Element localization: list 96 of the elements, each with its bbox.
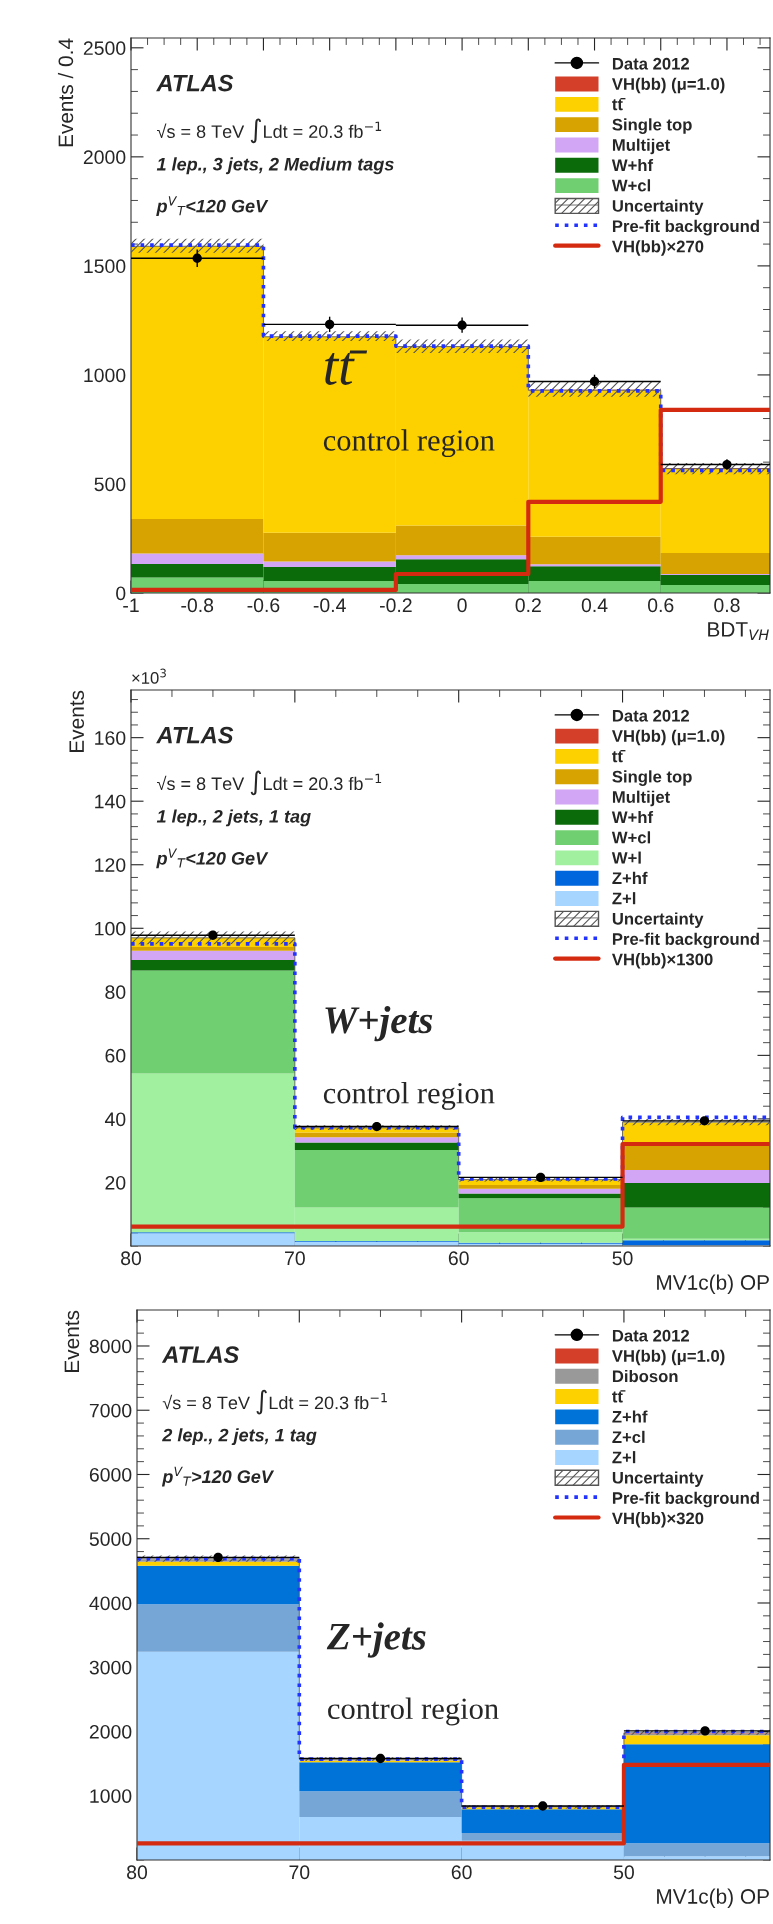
legend-label: VH(bb)×320 [611,1512,704,1528]
y-axis-title: Events [69,690,85,752]
y-tick-label: 500 [94,477,126,492]
y-tick-label: 3000 [89,1660,132,1675]
annotation: √s = 8 TeV ∫Ldt = 20.3 fb$^{−1}$ [162,1389,387,1415]
annotation: p$^{V}$$_{T}$<120 GeV [156,196,269,217]
legend-label: tt̄ [612,1390,626,1403]
legend-label: Z+l [612,892,636,905]
y-tick-label: 20 [105,1175,126,1190]
annotation: ATLAS [156,726,234,744]
legend-label: Uncertainty [612,912,704,928]
legend-label: Data 2012 [612,1329,690,1342]
annotation: control region [323,1081,495,1110]
x-tick-label: 0.2 [515,598,541,613]
legend-label: W+hf [611,810,654,824]
x-tick-label: 80 [121,1251,142,1266]
annotation: √s = 8 TeV ∫Ldt = 20.3 fb$^{−1}$ [157,118,382,144]
legend-label: VH(bb) (μ=1.0) [611,77,725,94]
annotation: Z+jets [326,1622,426,1658]
y-tick-label: 1500 [84,259,126,274]
x-tick-label: 60 [448,1251,469,1266]
y-axis-title: Events [64,1310,80,1372]
x-tick-label: 60 [451,1865,472,1880]
annotation: p$^{V}$$_{T}$>120 GeV [161,1466,275,1487]
y-tick-label: 100 [95,921,126,936]
text: ×10$^{3}$ [132,668,166,684]
legend-label: VH(bb) (μ=1.0) [611,1349,725,1366]
legend-label: Z+l [612,1451,636,1464]
annotation: control region [323,429,495,458]
legend-label: Multijet [612,790,670,807]
legend-label: VH(bb)×1300 [611,953,713,969]
y-axis-title: Events / 0.4 [57,38,74,147]
legend-label: tt̄ [612,98,626,111]
x-tick-label: 70 [285,1251,305,1266]
annotation: p$^{V}$$_{T}$<120 GeV [156,848,269,869]
x-axis-title: MV1c(b) OP [657,1888,769,1908]
x-tick-label: 70 [289,1865,310,1880]
legend-label: Z+hf [612,1410,648,1423]
y-tick-label: 2000 [83,150,126,165]
y-tick-label: 2500 [83,41,126,56]
x-tick-label: -0.2 [379,598,412,613]
x-axis-title: BDT$_{VH}$ [708,622,769,641]
x-tick-label: 50 [613,1865,634,1880]
legend-label: Uncertainty [612,1471,704,1487]
legend-label: tt̄ [612,750,626,763]
y-tick-label: 2000 [89,1724,132,1739]
legend-label: W+cl [611,831,651,844]
x-tick-label: 0.6 [647,598,674,613]
legend-label: W+l [611,851,641,864]
y-tick-label: 4000 [89,1596,132,1611]
x-tick-label: -0.8 [181,598,214,613]
y-tick-label: 1000 [84,368,126,383]
x-tick-label: -0.6 [247,598,280,613]
legend-label: Data 2012 [612,709,690,722]
annotation: control region [328,1697,499,1726]
x-tick-label: 0 [457,598,467,613]
annotation: ATLAS [156,74,234,92]
legend-label: W+hf [611,158,654,172]
legend-label: VH(bb)×270 [611,240,704,256]
y-tick-label: 80 [105,985,126,1000]
y-tick-label: 7000 [89,1403,132,1418]
legend-label: W+cl [611,179,651,192]
legend-label: Z+cl [612,1430,645,1444]
annotation: 1 lep., 2 jets, 1 tag [156,809,311,827]
x-tick-label: 0.4 [581,598,608,613]
x-tick-label: 80 [127,1865,148,1880]
legend-label: Pre-fit background [612,1491,759,1508]
legend-label: Pre-fit background [612,219,759,236]
x-tick-label: 50 [612,1251,633,1266]
x-tick-label: -0.4 [313,598,346,613]
annotation: tt̄ [325,350,368,385]
y-tick-label: 60 [105,1048,126,1063]
legend-label: Single top [612,118,692,134]
annotation: W+jets [325,1005,433,1042]
x-tick-label: 0.8 [714,598,740,613]
legend-label: Z+hf [612,871,648,884]
y-tick-label: 120 [95,858,126,872]
legend-label: Data 2012 [612,57,690,70]
annotation: 1 lep., 3 jets, 2 Medium tags [156,157,394,175]
legend-label: VH(bb) (μ=1.0) [611,729,725,746]
y-tick-label: 8000 [89,1339,132,1354]
legend-label: Multijet [612,138,670,155]
y-tick-label: 5000 [89,1532,132,1546]
annotation: √s = 8 TeV ∫Ldt = 20.3 fb$^{−1}$ [157,770,382,796]
legend-label: Pre-fit background [612,932,759,949]
x-axis-title: MV1c(b) OP [657,1274,769,1294]
annotation: ATLAS [161,1346,240,1364]
y-tick-label: 140 [95,794,126,809]
legend-label: Diboson [612,1369,678,1383]
y-tick-label: 160 [95,731,126,745]
annotation: 2 lep., 2 jets, 1 tag [162,1428,317,1446]
legend-label: Uncertainty [612,199,704,216]
y-tick-label: 40 [104,1112,126,1127]
legend-label: Single top [612,770,692,786]
y-tick-label: 6000 [89,1467,132,1482]
y-tick-label: 1000 [90,1789,132,1803]
